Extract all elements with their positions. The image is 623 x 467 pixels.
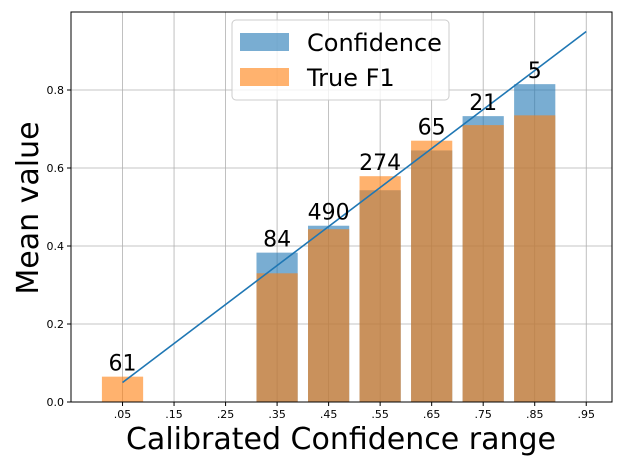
legend-swatch-true-f1: [240, 68, 289, 86]
bar-true-f1: [462, 125, 504, 402]
reference-line: [122, 30, 587, 384]
bar-true-f1: [411, 140, 453, 402]
count-label: 490: [308, 201, 350, 226]
y-tick-label: 0.2: [47, 318, 65, 331]
diagonal-line: [122, 30, 587, 384]
count-label: 21: [469, 91, 497, 116]
x-tick-label: .35: [268, 408, 286, 421]
x-tick-label: .55: [371, 408, 389, 421]
plot-frame: [70, 11, 613, 403]
x-tick-label: .75: [474, 408, 492, 421]
bar-true-f1: [514, 115, 556, 402]
legend-label-true-f1: True F1: [306, 64, 395, 92]
legend-swatch-confidence: [240, 33, 289, 51]
y-tick-label: 0.8: [47, 84, 65, 97]
count-label: 65: [418, 116, 446, 141]
bar-count-labels: 61 84 490 274 65 21 5: [109, 59, 542, 377]
count-label: 61: [109, 352, 137, 377]
x-tick-label: .25: [217, 408, 235, 421]
tick-labels: .05 .15 .25 .35 .45 .55 .65 .75 .85 .95 0.0 0.2 0.4 0…: [47, 84, 595, 421]
x-tick-label: .85: [526, 408, 544, 421]
axes: [67, 11, 613, 406]
legend: Confidence True F1: [231, 19, 450, 101]
x-tick-label: .05: [114, 408, 132, 421]
legend-label-confidence: Confidence: [307, 29, 442, 57]
bar-true-f1: [101, 376, 144, 402]
y-tick-label: 0.4: [47, 240, 65, 253]
x-tick-label: .95: [577, 408, 595, 421]
y-tick-label: 0.0: [47, 396, 65, 409]
x-tick-label: .65: [423, 408, 441, 421]
y-axis-title: Mean value: [11, 121, 46, 294]
y-tick-label: 0.6: [47, 162, 65, 175]
bar-true-f1: [308, 229, 350, 402]
bars: [101, 84, 556, 403]
x-tick-label: .45: [320, 408, 338, 421]
count-label: 274: [359, 151, 401, 176]
x-axis-title: Calibrated Confidence range: [126, 422, 556, 457]
count-label: 5: [528, 59, 542, 84]
x-tick-label: .15: [165, 408, 183, 421]
count-label: 84: [263, 228, 291, 253]
bar-true-f1: [256, 273, 298, 402]
bar-true-f1: [359, 176, 401, 402]
